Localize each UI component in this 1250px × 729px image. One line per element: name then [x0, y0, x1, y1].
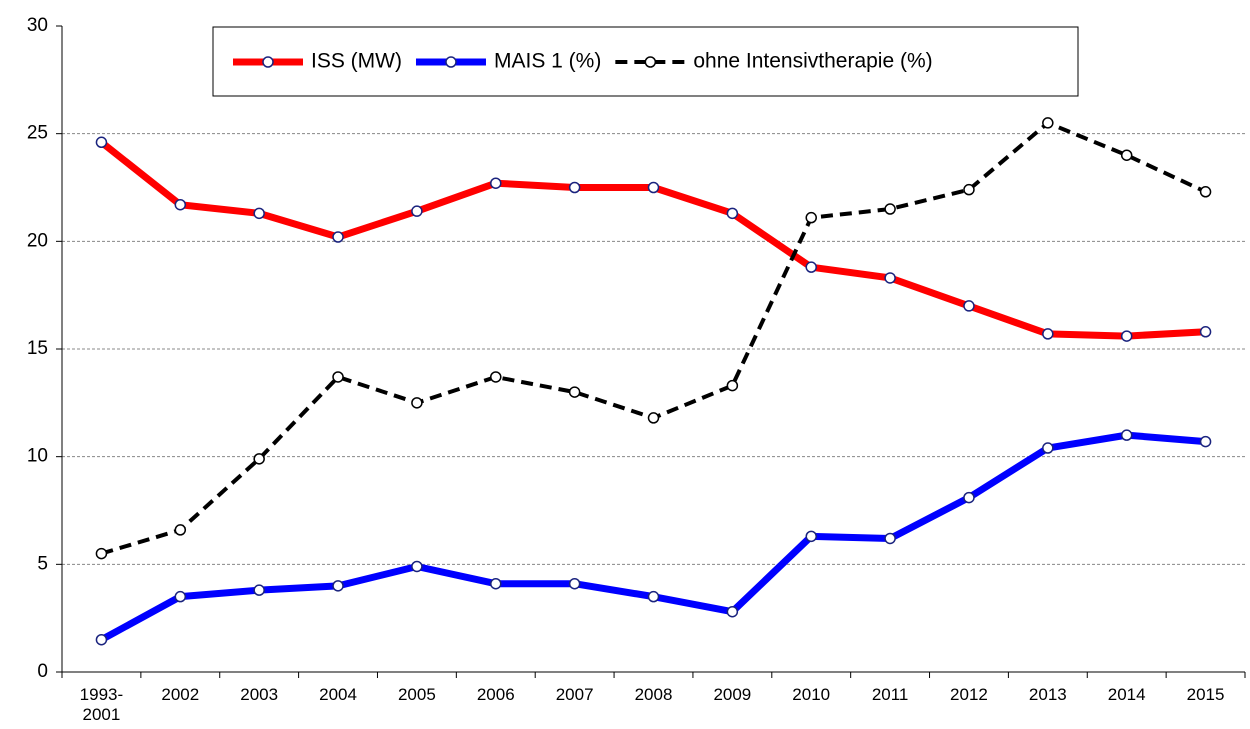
legend-label: MAIS 1 (%)	[494, 50, 601, 73]
y-tick-label: 0	[37, 661, 48, 682]
y-tick-label: 20	[27, 230, 48, 251]
x-tick-label: 2006	[476, 685, 515, 704]
point	[1042, 328, 1054, 340]
point	[1199, 186, 1212, 198]
x-tick-label: 2014	[1107, 685, 1146, 704]
point	[332, 371, 344, 383]
legend-marker	[445, 56, 457, 68]
point	[490, 177, 502, 189]
x-tick-label: 2004	[319, 685, 357, 704]
point	[647, 590, 660, 603]
x-tick-label: 2010	[792, 685, 831, 704]
point	[568, 386, 581, 398]
x-tick-label: 2003	[240, 685, 279, 704]
legend-marker	[644, 56, 657, 68]
x-tick-label: 2012	[950, 685, 988, 704]
point	[95, 547, 108, 560]
legend-marker	[262, 56, 274, 68]
point	[884, 532, 896, 545]
point	[174, 524, 187, 536]
point	[726, 207, 739, 220]
point	[1199, 326, 1212, 338]
y-tick-label: 5	[37, 553, 48, 574]
x-tick-label: 2013	[1028, 685, 1067, 704]
x-tick-label: 1993-2001	[79, 685, 124, 724]
x-tick-label: 2005	[397, 685, 436, 704]
x-tick-label: 2015	[1186, 685, 1225, 704]
point	[805, 261, 817, 273]
point	[490, 577, 502, 590]
point	[1042, 442, 1054, 454]
point	[726, 379, 739, 392]
point	[253, 207, 265, 220]
point	[963, 300, 975, 312]
point	[95, 633, 108, 646]
point	[490, 371, 502, 383]
point	[174, 590, 187, 603]
x-tick-label: 2002	[161, 685, 200, 704]
point	[174, 198, 187, 211]
point	[95, 136, 108, 149]
x-tick-label: 2009	[713, 685, 752, 704]
point	[884, 203, 896, 215]
point	[568, 181, 581, 194]
point	[332, 580, 344, 592]
point	[1120, 429, 1133, 441]
point	[647, 412, 660, 424]
x-tick-label: 2008	[634, 685, 673, 704]
point	[1042, 117, 1054, 129]
point	[411, 560, 423, 573]
point	[1120, 149, 1133, 161]
y-tick-label: 30	[27, 15, 48, 36]
point	[253, 453, 265, 465]
point	[1120, 330, 1133, 342]
point	[884, 272, 896, 284]
x-tick-label: 2011	[871, 685, 909, 704]
y-tick-label: 15	[27, 338, 48, 359]
point	[411, 205, 423, 217]
point	[805, 530, 817, 543]
series-line	[99, 139, 1206, 340]
point	[647, 181, 660, 194]
point	[332, 231, 344, 243]
point	[411, 397, 423, 409]
point	[963, 491, 975, 504]
x-tick-label: 2007	[555, 685, 594, 704]
point	[1199, 435, 1212, 448]
point	[568, 577, 581, 590]
y-tick-label: 10	[27, 446, 48, 467]
legend-label: ISS (MW)	[311, 50, 402, 73]
series-line	[99, 431, 1206, 643]
y-tick-label: 25	[27, 123, 48, 144]
point	[253, 584, 265, 596]
point	[726, 605, 739, 618]
point	[963, 183, 975, 196]
legend-label: ohne Intensivtherapie (%)	[693, 50, 932, 73]
point	[805, 211, 817, 224]
